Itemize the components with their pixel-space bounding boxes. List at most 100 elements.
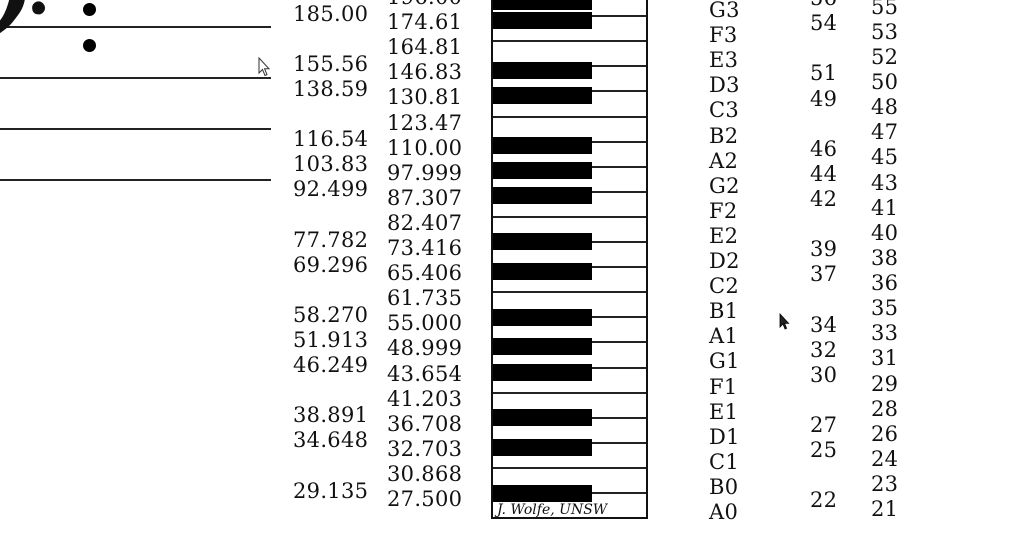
black-key <box>493 409 592 426</box>
note-name: A0 <box>709 500 739 524</box>
midi-number-black: 25 <box>810 438 838 462</box>
black-key <box>493 87 592 104</box>
black-key-frequency: 92.499 <box>293 177 369 201</box>
midi-number-white: 48 <box>871 95 899 119</box>
midi-number-white: 53 <box>871 20 899 44</box>
midi-number-white: 24 <box>871 447 899 471</box>
black-key-frequency: 29.135 <box>293 479 369 503</box>
black-key-frequency: 69.296 <box>293 253 369 277</box>
midi-number-white: 41 <box>871 196 899 220</box>
black-key <box>493 439 592 456</box>
clef-dot-icon <box>83 39 96 52</box>
white-key-frequency: 55.000 <box>387 311 463 335</box>
midi-number-white: 23 <box>871 472 899 496</box>
midi-number-white: 47 <box>871 120 899 144</box>
white-key-frequency: 48.999 <box>387 336 463 360</box>
white-key-frequency: 27.500 <box>387 487 463 511</box>
midi-number-white: 55 <box>871 0 899 19</box>
staff-line <box>0 179 271 181</box>
note-name: B2 <box>709 124 739 148</box>
midi-number-black: 30 <box>810 363 838 387</box>
white-key-frequency: 130.81 <box>387 85 463 109</box>
black-key-frequency: 51.913 <box>293 328 369 352</box>
white-key-frequency: 196.00 <box>387 0 462 8</box>
white-key-frequency: 43.654 <box>387 362 463 386</box>
midi-number-white: 35 <box>871 296 899 320</box>
black-key <box>493 187 592 204</box>
note-name: F2 <box>709 199 738 223</box>
note-name: G3 <box>709 0 740 22</box>
black-key <box>493 263 592 280</box>
note-name: E2 <box>709 224 739 248</box>
white-key-frequency: 87.307 <box>387 186 463 210</box>
piano-keyboard: J. Wolfe, UNSW <box>491 0 648 519</box>
black-key-frequency: 38.891 <box>293 403 369 427</box>
midi-number-white: 21 <box>871 497 899 521</box>
midi-number-black: 54 <box>810 11 838 35</box>
black-key-frequency: 103.83 <box>293 152 369 176</box>
black-key-frequency: 116.54 <box>293 127 369 151</box>
white-key-frequency: 65.406 <box>387 261 463 285</box>
black-key <box>493 338 592 355</box>
midi-number-white: 33 <box>871 321 899 345</box>
white-key-divider <box>493 467 646 469</box>
black-key <box>493 485 592 502</box>
midi-number-white: 28 <box>871 397 899 421</box>
note-name: C3 <box>709 98 740 122</box>
white-key-frequency: 146.83 <box>387 60 463 84</box>
midi-number-black: 39 <box>810 237 838 261</box>
mouse-pointer-icon <box>258 57 270 77</box>
black-key-frequency: 58.270 <box>293 303 369 327</box>
note-name: A1 <box>709 324 739 348</box>
midi-number-black: 49 <box>810 87 838 111</box>
midi-number-black: 56 <box>810 0 837 9</box>
midi-number-white: 50 <box>871 70 899 94</box>
black-key <box>493 12 592 29</box>
white-key-divider <box>493 216 646 218</box>
white-key-divider <box>493 291 646 293</box>
white-key-divider <box>493 116 646 118</box>
black-key <box>493 364 592 381</box>
black-key <box>493 309 592 326</box>
black-key <box>493 0 592 10</box>
staff-line <box>0 128 271 130</box>
midi-number-black: 44 <box>810 162 838 186</box>
midi-number-white: 26 <box>871 422 899 446</box>
note-name: A2 <box>709 149 739 173</box>
black-key <box>493 233 592 250</box>
midi-number-white: 31 <box>871 346 899 370</box>
midi-number-white: 52 <box>871 45 899 69</box>
white-key-frequency: 41.203 <box>387 387 463 411</box>
black-key-frequency: 185.00 <box>293 2 369 26</box>
white-key-frequency: 174.61 <box>387 10 463 34</box>
black-key-frequency: 34.648 <box>293 428 369 452</box>
note-name: E3 <box>709 48 739 72</box>
black-key-frequency: 138.59 <box>293 77 369 101</box>
black-key <box>493 62 592 79</box>
white-key-frequency: 123.47 <box>387 111 463 135</box>
black-key-frequency: 46.249 <box>293 353 369 377</box>
note-name: F3 <box>709 23 738 47</box>
black-key <box>493 137 592 154</box>
midi-number-white: 45 <box>871 145 899 169</box>
black-key-frequency: 155.56 <box>293 52 369 76</box>
note-name: D2 <box>709 249 740 273</box>
mouse-pointer-icon <box>779 313 790 330</box>
black-key-frequency: 77.782 <box>293 228 369 252</box>
white-key-frequency: 110.00 <box>387 136 463 160</box>
staff-line <box>0 26 271 28</box>
author-credit: J. Wolfe, UNSW <box>497 502 608 518</box>
black-key <box>493 162 592 179</box>
note-name: G2 <box>709 174 740 198</box>
note-name: E1 <box>709 400 739 424</box>
midi-number-black: 51 <box>810 61 838 85</box>
midi-number-white: 43 <box>871 171 899 195</box>
white-key-divider <box>493 40 646 42</box>
white-key-frequency: 61.735 <box>387 286 463 310</box>
note-name: C2 <box>709 274 740 298</box>
note-name: F1 <box>709 375 738 399</box>
midi-number-white: 36 <box>871 271 899 295</box>
midi-number-white: 29 <box>871 372 899 396</box>
note-name: C1 <box>709 450 740 474</box>
